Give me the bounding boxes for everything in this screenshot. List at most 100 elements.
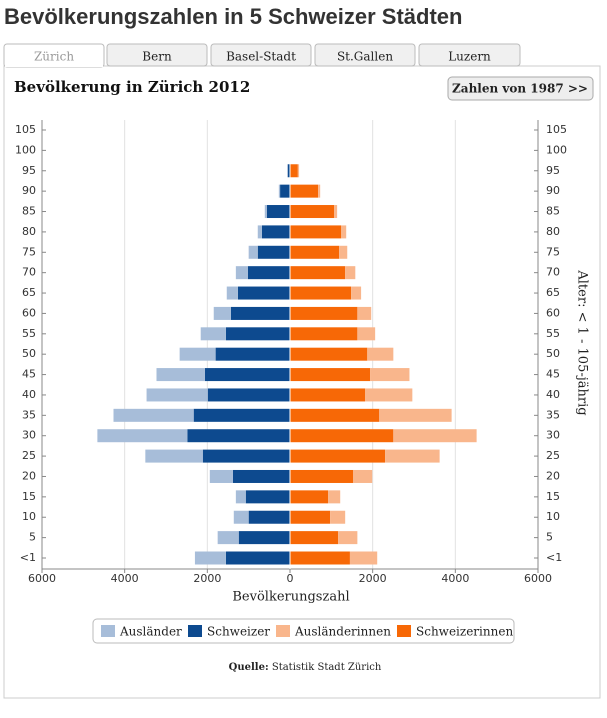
bar (245, 490, 290, 504)
button[interactable] (447, 76, 594, 101)
y2-tick-label: 85 (546, 205, 560, 218)
bar (235, 490, 246, 504)
y-tick-label: 55 (22, 327, 36, 340)
bar (225, 327, 290, 341)
bar (353, 469, 373, 483)
source-label: Quelle: (229, 662, 269, 673)
x-axis-title: Bevölkerungszahl (232, 590, 349, 605)
tab-label[interactable]: Luzern (448, 50, 491, 64)
bar (357, 327, 376, 341)
bar (339, 245, 348, 259)
bar (287, 164, 290, 178)
bar (290, 225, 342, 239)
bar (204, 368, 290, 382)
y-tick-label: 65 (22, 286, 36, 299)
bar (257, 225, 262, 239)
y2-axis-title: Alter: < 1 - 105-jährig (575, 269, 590, 415)
bar (226, 286, 238, 300)
page-title: Bevölkerungszahlen in 5 Schweizer Städte… (4, 4, 462, 29)
bar (179, 347, 216, 361)
bar (290, 347, 368, 361)
x-tick-label: 6000 (524, 572, 552, 585)
y2-tick-label: 20 (546, 469, 560, 482)
bar (264, 205, 267, 219)
y-tick-label: 95 (22, 164, 36, 177)
bar (357, 306, 372, 320)
y-tick-label: 85 (22, 205, 36, 218)
x-tick-label: 2000 (193, 572, 221, 585)
source: Quelle: Statistik Stadt Zürich (229, 662, 382, 673)
bar (290, 429, 394, 443)
tab-label[interactable]: Bern (142, 50, 172, 64)
bar (146, 388, 208, 402)
bar (202, 449, 290, 463)
y2-tick-label: 80 (546, 225, 560, 238)
bar (385, 449, 440, 463)
y2-tick-label: 95 (546, 164, 560, 177)
bar (290, 286, 352, 300)
y-tick-label: 30 (22, 429, 36, 442)
legend-label: Ausländerinnen (294, 625, 391, 639)
tab[interactable] (418, 43, 521, 67)
bar (215, 347, 290, 361)
tab-label[interactable]: Zürich (34, 50, 74, 64)
bar (290, 551, 350, 565)
bar (232, 469, 290, 483)
y-tick-label: 45 (22, 368, 36, 381)
y-tick-label: 105 (15, 123, 36, 136)
y-tick-label: 50 (22, 347, 36, 360)
x-tick-label: 4000 (441, 572, 469, 585)
bar (207, 388, 290, 402)
source-text: Statistik Stadt Zürich (272, 662, 382, 673)
bar (238, 531, 290, 545)
tab[interactable] (106, 43, 208, 67)
y2-tick-label: <1 (546, 551, 562, 564)
tab[interactable] (314, 43, 416, 67)
bar (290, 449, 386, 463)
bar (338, 531, 358, 545)
y2-tick-label: 60 (546, 306, 560, 319)
bar (365, 388, 413, 402)
y-tick-label: 15 (22, 490, 36, 503)
bar (145, 449, 203, 463)
bar (156, 368, 205, 382)
tab-label[interactable]: Basel-Stadt (226, 50, 296, 64)
tab[interactable] (210, 43, 312, 67)
bar (290, 184, 319, 198)
y-tick-label: 35 (22, 408, 36, 421)
bar (266, 205, 290, 219)
bar (290, 164, 298, 178)
y2-tick-label: 55 (546, 327, 560, 340)
bar (230, 306, 290, 320)
bar (345, 266, 356, 280)
y2-tick-label: 40 (546, 388, 560, 401)
bar (290, 245, 340, 259)
bar (351, 286, 362, 300)
button-label[interactable]: Zahlen von 1987 >> (452, 82, 588, 96)
bar (367, 347, 394, 361)
y-tick-label: 60 (22, 306, 36, 319)
legend-swatch (101, 625, 115, 637)
x-tick-label: 4000 (111, 572, 139, 585)
y2-tick-label: 75 (546, 245, 560, 258)
tab-label[interactable]: St.Gallen (337, 50, 393, 64)
bar (113, 408, 194, 422)
y2-tick-label: 35 (546, 408, 560, 421)
bar (237, 286, 290, 300)
bar (290, 205, 335, 219)
y-tick-label: 100 (15, 143, 36, 156)
bar (318, 184, 321, 198)
bar (280, 184, 290, 198)
y2-tick-label: 105 (546, 123, 567, 136)
y-tick-label: <1 (20, 551, 36, 564)
panel (3, 65, 601, 699)
chart-title: Bevölkerung in Zürich 2012 (14, 78, 250, 96)
x-tick-label: 2000 (359, 572, 387, 585)
y2-tick-label: 100 (546, 143, 567, 156)
bar (290, 388, 366, 402)
legend-swatch (397, 625, 411, 637)
bar (393, 429, 477, 443)
bar (248, 245, 258, 259)
y2-tick-label: 90 (546, 184, 560, 197)
